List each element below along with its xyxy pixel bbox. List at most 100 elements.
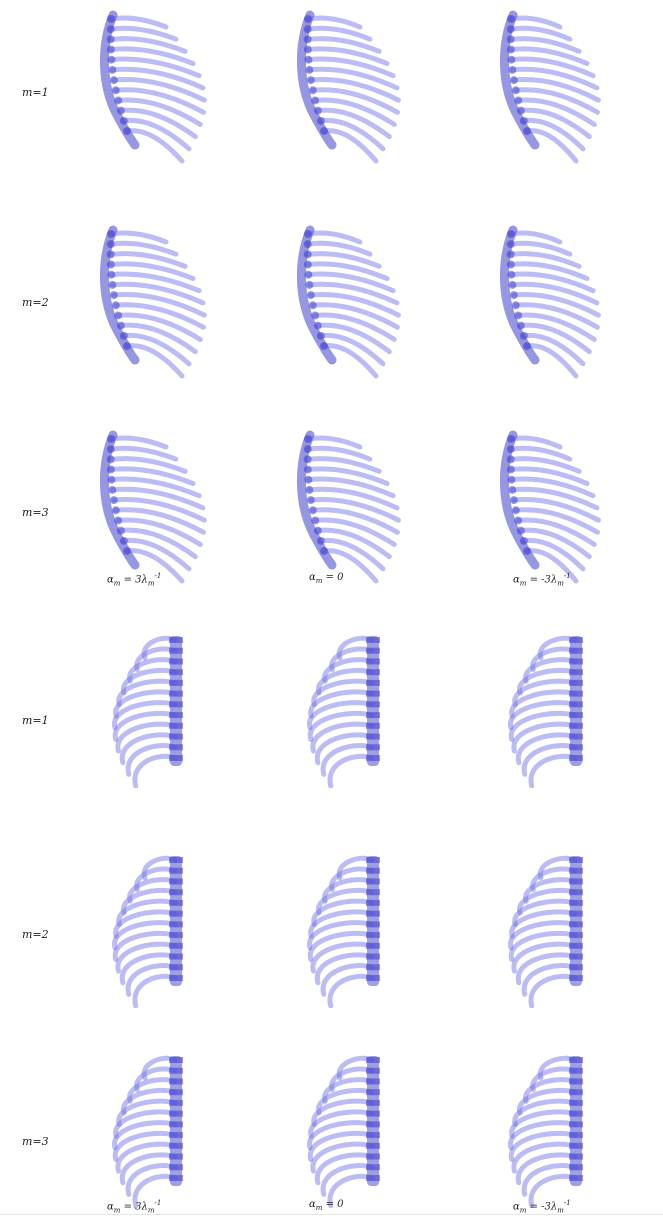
rib-cage-frontal [307, 635, 380, 788]
vertebra [116, 106, 125, 115]
rib [318, 332, 386, 367]
rib [508, 261, 590, 282]
lateral-figure-r1-c2 [292, 5, 442, 165]
vertebra [169, 921, 183, 928]
rib [518, 527, 592, 560]
rib [327, 973, 375, 1008]
rib [311, 1098, 375, 1128]
rib-cage-lateral [296, 225, 401, 379]
rib [116, 678, 178, 708]
vertebra [311, 96, 320, 105]
rib [515, 97, 597, 127]
vertebra [303, 240, 312, 249]
vertebra [106, 25, 115, 34]
vertebra [169, 669, 183, 676]
vertebra [366, 733, 380, 740]
vertebra [313, 106, 322, 115]
vertebra [569, 921, 583, 928]
vertebra [106, 260, 115, 269]
rib [121, 117, 192, 152]
vertebra [569, 942, 583, 949]
rib [108, 46, 196, 67]
rib [108, 36, 188, 54]
vertebra [106, 35, 115, 44]
rib [113, 909, 178, 939]
vertebra [304, 230, 312, 238]
rib [511, 77, 601, 103]
vertebra [507, 270, 516, 279]
rib [521, 117, 586, 152]
vertebra [366, 867, 380, 874]
rib [108, 240, 179, 257]
vertebra [306, 496, 315, 505]
vertebra [569, 1121, 583, 1128]
vertebra [366, 932, 380, 939]
vertebra [114, 516, 123, 525]
vertebra [569, 1164, 583, 1171]
rib [108, 435, 169, 450]
rib [314, 1152, 375, 1186]
vertebra [304, 435, 312, 443]
vertebra [169, 1067, 183, 1074]
vertebra [169, 1164, 183, 1171]
vertebra [569, 889, 583, 896]
rib [528, 973, 578, 1008]
lateral-figure-r2-c3 [495, 220, 645, 380]
vertebra [169, 910, 183, 917]
vertebra [507, 230, 515, 238]
rib [111, 77, 207, 103]
vertebra [511, 506, 520, 515]
rib [509, 909, 578, 939]
vertebra [316, 536, 325, 545]
spine [296, 10, 337, 150]
rib [509, 689, 578, 719]
rib [511, 721, 578, 754]
vertebra [506, 445, 515, 454]
rib [111, 292, 207, 318]
rib [108, 25, 179, 42]
vertebra [569, 867, 583, 874]
vertebra [569, 857, 583, 863]
rib [116, 1098, 178, 1128]
rib [112, 700, 178, 731]
spine [170, 1056, 182, 1186]
rib [108, 230, 169, 245]
rib [509, 486, 600, 511]
rib [314, 952, 375, 986]
rib [512, 898, 578, 928]
vertebra [311, 311, 320, 320]
vertebra [303, 465, 312, 474]
vertebra [569, 712, 583, 719]
vertebra [303, 250, 312, 259]
rib-cage-lateral [99, 10, 207, 164]
vertebra [366, 647, 380, 654]
rib [113, 507, 206, 535]
vertebra [506, 240, 515, 249]
rib [508, 230, 563, 245]
vertebra [366, 1132, 380, 1139]
rib [119, 732, 178, 766]
rib [321, 548, 379, 584]
rib [306, 281, 400, 306]
vertebra [169, 1142, 183, 1149]
rib [121, 1087, 178, 1116]
rib [508, 476, 596, 499]
rib [118, 527, 198, 560]
vertebra [569, 1067, 583, 1074]
rib [116, 898, 178, 928]
vertebra [569, 1110, 583, 1117]
vertebra [304, 55, 313, 64]
vertebra [366, 1078, 380, 1085]
lateral-figure-r2-c1 [95, 220, 245, 380]
rib [115, 517, 203, 547]
spine [499, 430, 540, 570]
row-label-top-m1: m=1 [22, 86, 49, 99]
lateral-figure-r1-c3 [495, 5, 645, 165]
vertebra [506, 260, 515, 269]
rib [518, 322, 592, 355]
vertebra [320, 342, 328, 350]
vertebra [119, 331, 128, 340]
vertebra [169, 1057, 183, 1063]
vertebra [303, 445, 312, 454]
vertebra [569, 744, 583, 751]
